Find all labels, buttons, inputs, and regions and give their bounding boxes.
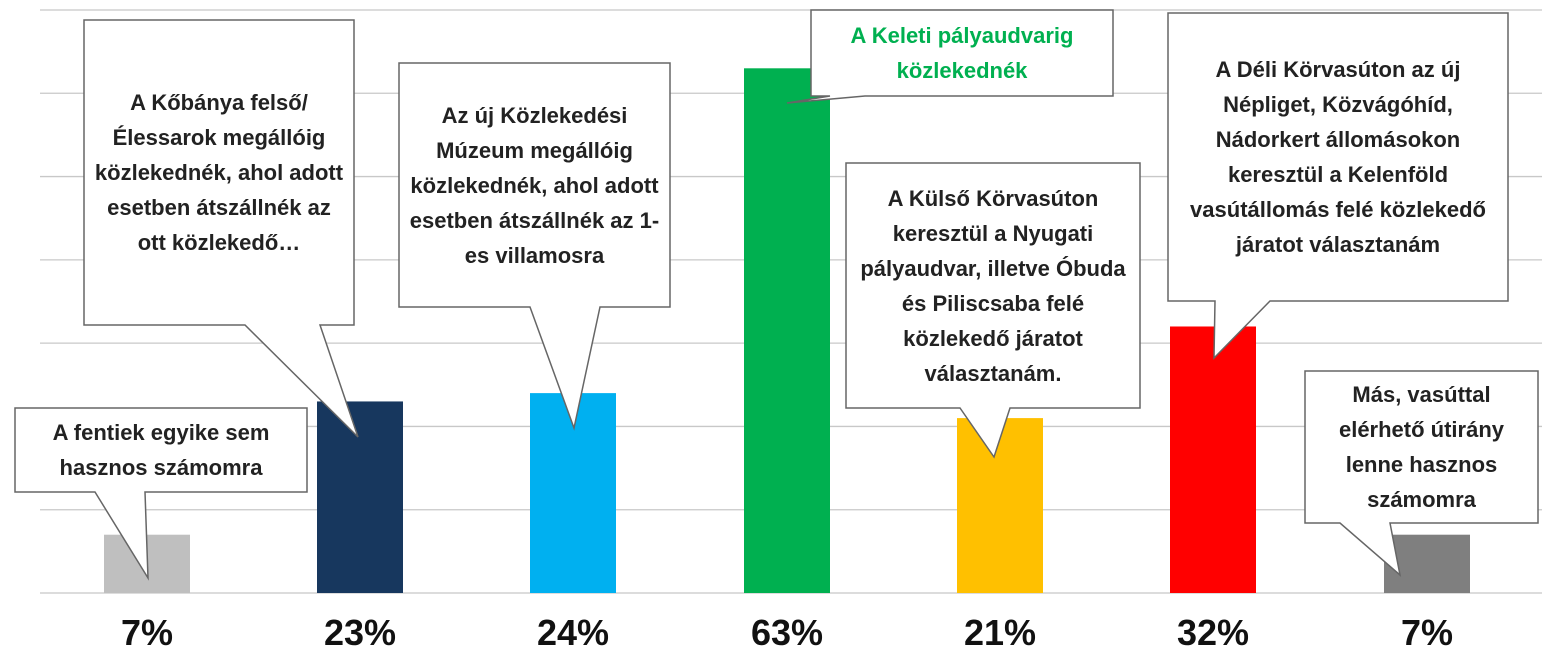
callout-box [1167,12,1509,360]
value-label: 24% [536,612,610,653]
callout-box [83,19,359,438]
callout-text: A Kőbánya felső/Élessarok megállóig közl… [94,90,344,255]
value-label: 23% [323,612,397,653]
callout-text: A Déli Körvasúton az új Népliget, Közvág… [1190,57,1486,257]
callout-text: A Külső Körvasúton keresztül a Nyugati p… [860,185,1126,386]
bar [317,401,403,593]
callout-box [845,162,1141,459]
bar [957,418,1043,593]
value-label: 32% [1176,612,1250,653]
bar [1170,326,1256,593]
callout-text: Az új Közlekedési Múzeum megállóig közle… [409,102,660,268]
value-label: 21% [963,612,1037,653]
callout-text: A Keleti pályaudvarig közlekednék [850,23,1074,83]
callout-box [14,407,308,581]
value-label: 7% [1400,612,1454,653]
value-label: 63% [750,612,824,653]
callout-box [786,9,1114,104]
callout-box [1304,370,1539,577]
bar [744,68,830,594]
callout-text: Más, vasúttal elérhető útirány lenne has… [1338,382,1505,512]
callout-text: A fentiek egyike sem hasznos számomra [52,420,270,480]
value-label: 7% [120,612,174,653]
callout-box [398,62,671,431]
